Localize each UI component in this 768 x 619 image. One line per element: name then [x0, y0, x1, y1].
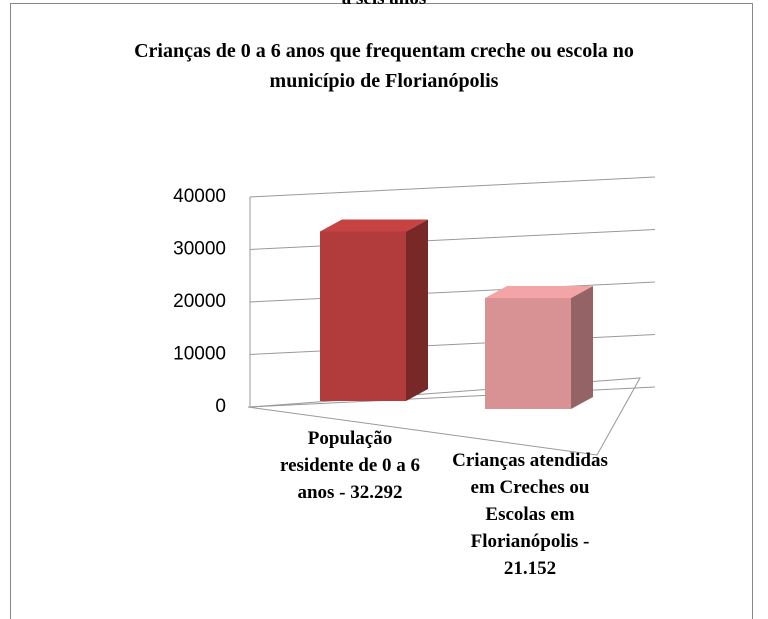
x-tick-label: População residente de 0 a 6 anos - 32.2…: [279, 428, 421, 503]
bar-side: [571, 285, 593, 409]
caption: a seis anos: [0, 0, 768, 10]
y-tick-label: 0: [215, 396, 226, 417]
bar-front: [320, 231, 406, 401]
bar: [320, 219, 428, 401]
grid-line: [249, 334, 656, 355]
bar-front: [485, 297, 571, 409]
grid-line: [249, 176, 656, 198]
bar-side: [406, 219, 428, 401]
bar: [485, 285, 593, 409]
bar-top: [320, 219, 428, 232]
chart-border: [10, 3, 753, 619]
y-tick-label: 10000: [173, 344, 226, 365]
grid-line: [249, 386, 656, 408]
y-tick-label: 30000: [173, 239, 226, 260]
chart-title: Crianças de 0 a 6 anos que frequentam cr…: [134, 40, 634, 92]
bar-top: [485, 285, 593, 298]
x-tick-label: Crianças atendidas em Creches ou Escolas…: [452, 450, 608, 579]
y-tick-label: 20000: [173, 291, 226, 312]
grid-line: [249, 229, 656, 250]
grid-line: [249, 281, 656, 303]
y-tick-label: 40000: [173, 186, 226, 207]
